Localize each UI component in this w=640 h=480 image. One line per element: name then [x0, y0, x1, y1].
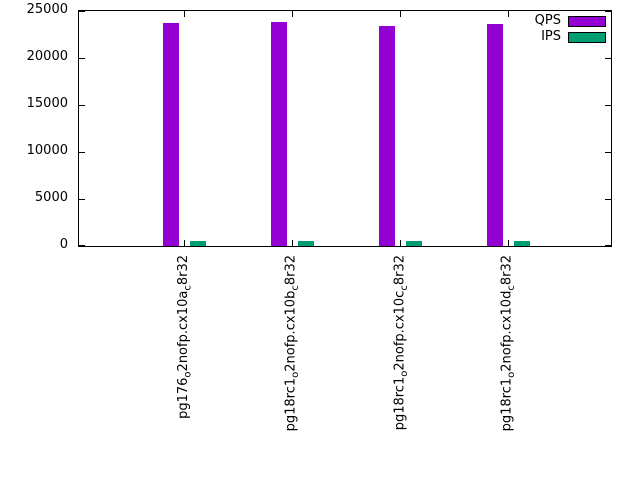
x-label-text: 8r32 [283, 255, 299, 286]
x-label-text: 2nofp.cx10d [499, 290, 515, 372]
y-tick-label: 15000 [26, 96, 68, 111]
legend-item-qps: QPS [535, 14, 606, 28]
x-label-subscript: o [506, 371, 518, 378]
y-tick-label: 25000 [26, 2, 68, 17]
y-tick-label: 0 [59, 237, 68, 252]
bar-ips [406, 241, 422, 246]
y-axis-tick [605, 152, 611, 153]
x-label-text: 8r32 [175, 255, 191, 286]
bar-ips [190, 241, 206, 246]
y-axis-tick [605, 105, 611, 106]
x-label-subscript: o [182, 371, 194, 378]
x-label-subscript: c [182, 285, 194, 291]
legend-label-qps: QPS [534, 13, 561, 28]
x-label-text: 2nofp.cx10b [283, 290, 299, 372]
x-axis-tick [400, 240, 401, 246]
x-category-label: pg18rc1o2nofp.cx10cc8r32 [391, 255, 410, 431]
bar-qps [163, 23, 179, 246]
bar-qps [271, 22, 287, 246]
y-axis-tick [605, 199, 611, 200]
y-axis-tick [79, 58, 85, 59]
y-axis-tick [79, 11, 85, 12]
x-axis-tick [508, 240, 509, 246]
legend-swatch-ips [568, 31, 606, 43]
x-label-text: 8r32 [391, 255, 407, 286]
x-label-text: 2nofp.cx10a [175, 290, 191, 372]
y-axis-tick [605, 11, 611, 12]
x-label-text: 8r32 [499, 255, 515, 286]
x-category-label: pg18rc1o2nofp.cx10dc8r32 [499, 255, 518, 432]
x-label-subscript: c [290, 285, 302, 291]
y-tick-label: 20000 [26, 49, 68, 64]
legend-label-ips: IPS [541, 29, 561, 44]
x-category-label: pg18rc1o2nofp.cx10bc8r32 [283, 255, 302, 432]
x-label-text: pg176 [175, 377, 191, 419]
x-axis-tick [508, 11, 509, 17]
x-label-text: pg18rc1 [391, 376, 407, 431]
plot-area: QPS IPS [78, 10, 612, 247]
x-axis-tick [292, 240, 293, 246]
x-label-subscript: c [398, 285, 410, 291]
bar-qps [487, 24, 503, 246]
y-axis-tick [605, 245, 611, 246]
legend-swatch-qps [568, 15, 606, 27]
x-label-text: pg18rc1 [499, 377, 515, 432]
y-axis-tick [605, 58, 611, 59]
x-label-subscript: c [506, 285, 518, 291]
x-axis-tick [292, 11, 293, 17]
y-axis-tick [79, 245, 85, 246]
x-category-label: pg176o2nofp.cx10ac8r32 [175, 255, 194, 419]
x-axis-tick [400, 11, 401, 17]
x-axis-tick [184, 11, 185, 17]
bar-ips [298, 241, 314, 246]
bar-qps [379, 26, 395, 246]
y-axis-tick [79, 105, 85, 106]
x-label-subscript: o [398, 370, 410, 377]
x-label-text: 2nofp.cx10c [391, 290, 407, 371]
y-tick-label: 5000 [34, 190, 68, 205]
x-label-subscript: o [290, 371, 302, 378]
y-axis-tick [79, 199, 85, 200]
x-label-text: pg18rc1 [283, 377, 299, 432]
y-tick-label: 10000 [26, 143, 68, 158]
bar-ips [514, 241, 530, 246]
legend: QPS IPS [535, 14, 606, 44]
y-axis-tick [79, 152, 85, 153]
x-axis-tick [184, 240, 185, 246]
legend-item-ips: IPS [535, 30, 606, 44]
